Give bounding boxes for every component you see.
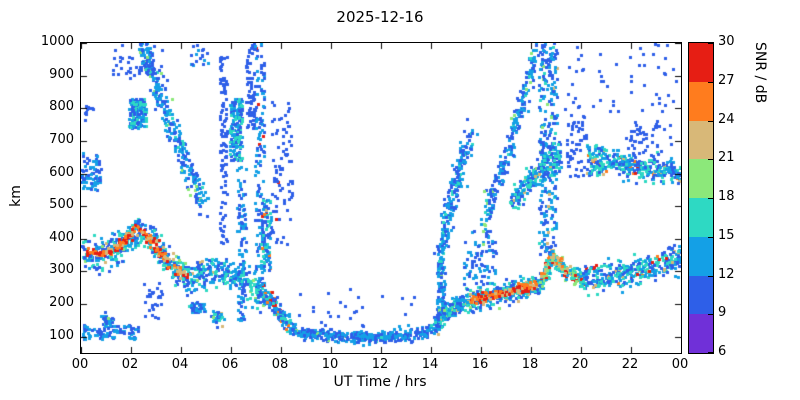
colorbar-tick bbox=[708, 276, 713, 277]
colorbar-label: SNR / dB bbox=[752, 42, 768, 104]
x-tick-label: 00 bbox=[71, 357, 89, 372]
colorbar-tick-label: 30 bbox=[718, 34, 735, 49]
x-tick-label: 14 bbox=[421, 357, 439, 372]
colorbar-tick bbox=[708, 237, 713, 238]
colorbar-segment bbox=[689, 158, 713, 198]
scatter-canvas bbox=[81, 43, 681, 353]
y-tick-label: 1000 bbox=[40, 34, 74, 49]
colorbar-tick-label: 9 bbox=[718, 305, 727, 321]
colorbar-tick-label: 15 bbox=[718, 227, 735, 243]
colorbar-tick-label: 6 bbox=[718, 344, 727, 359]
colorbar-tick bbox=[708, 43, 713, 44]
y-tick-label: 500 bbox=[49, 197, 74, 213]
colorbar-segment bbox=[689, 81, 713, 121]
colorbar-tick-label: 18 bbox=[718, 189, 735, 204]
x-tick-label: 00 bbox=[671, 357, 689, 372]
x-tick-label: 22 bbox=[621, 357, 639, 372]
colorbar-tick-label: 21 bbox=[718, 150, 735, 166]
colorbar-segment bbox=[689, 236, 713, 276]
x-tick-label: 18 bbox=[521, 357, 539, 372]
y-tick-label: 900 bbox=[49, 66, 74, 82]
x-axis-label: UT Time / hrs bbox=[333, 374, 427, 390]
x-tick-label: 08 bbox=[271, 357, 289, 372]
y-tick-label: 300 bbox=[49, 262, 74, 278]
plot-area bbox=[80, 42, 682, 354]
colorbar bbox=[688, 42, 714, 354]
colorbar-segment bbox=[689, 313, 713, 353]
colorbar-tick bbox=[708, 82, 713, 83]
y-tick-label: 800 bbox=[49, 99, 74, 115]
y-tick-label: 700 bbox=[49, 131, 74, 147]
colorbar-tick bbox=[708, 314, 713, 315]
colorbar-tick bbox=[708, 352, 713, 353]
x-tick-label: 12 bbox=[371, 357, 389, 372]
x-tick-label: 02 bbox=[121, 357, 139, 372]
x-tick-label: 10 bbox=[321, 357, 339, 372]
x-tick-label: 04 bbox=[171, 357, 189, 372]
y-tick-label: 200 bbox=[49, 295, 74, 311]
x-tick-label: 20 bbox=[571, 357, 589, 372]
colorbar-tick-label: 12 bbox=[718, 266, 735, 282]
x-tick-label: 06 bbox=[221, 357, 239, 372]
colorbar-tick-label: 24 bbox=[718, 111, 735, 127]
colorbar-segment bbox=[689, 120, 713, 160]
x-tick-label: 16 bbox=[471, 357, 489, 372]
colorbar-segment bbox=[689, 42, 713, 82]
y-axis-label: km bbox=[8, 185, 24, 207]
y-tick-label: 400 bbox=[49, 229, 74, 245]
colorbar-segment bbox=[689, 275, 713, 315]
colorbar-segment bbox=[689, 197, 713, 237]
y-tick-label: 100 bbox=[49, 327, 74, 343]
chart-title: 2025-12-16 bbox=[336, 8, 424, 26]
y-tick-label: 600 bbox=[49, 164, 74, 180]
colorbar-tick bbox=[708, 198, 713, 199]
colorbar-tick-label: 27 bbox=[718, 72, 735, 88]
colorbar-tick bbox=[708, 121, 713, 122]
colorbar-tick bbox=[708, 159, 713, 160]
